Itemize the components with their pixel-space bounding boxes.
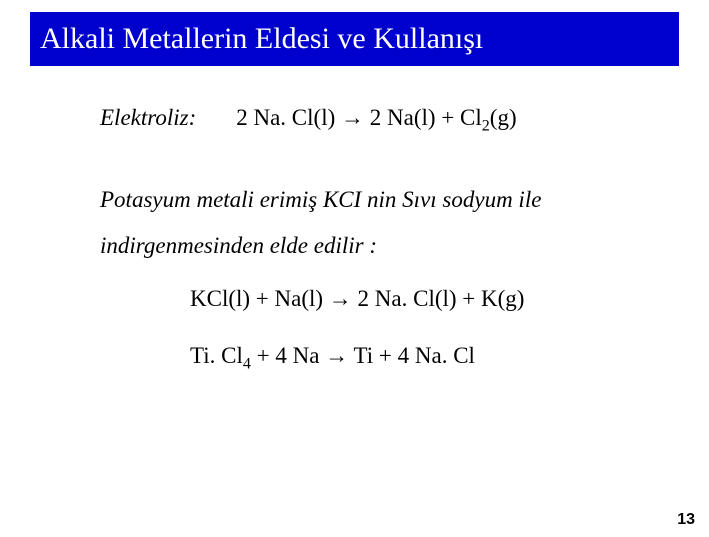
eq1-rhs2-tail: (g) bbox=[490, 105, 517, 130]
electrolysis-equation: 2 Na. Cl(l) → 2 Na(l) + Cl2(g) bbox=[236, 106, 516, 129]
eq3-p2: + 4 Na → Ti + 4 Na. Cl bbox=[251, 343, 475, 368]
eq1-lhs-coeff: 2 bbox=[236, 105, 253, 130]
eq3-p1: Ti. Cl bbox=[190, 343, 243, 368]
slide-title-bar: Alkali Metallerin Eldesi ve Kullanışı bbox=[30, 12, 679, 66]
eq1-plus: + bbox=[436, 105, 460, 130]
electrolysis-row: Elektroliz: 2 Na. Cl(l) → 2 Na(l) + Cl2(… bbox=[100, 106, 649, 129]
slide-content: Elektroliz: 2 Na. Cl(l) → 2 Na(l) + Cl2(… bbox=[0, 66, 709, 367]
kcl-equation: KCl(l) + Na(l) → 2 Na. Cl(l) + K(g) bbox=[190, 287, 649, 310]
eq1-lhs-species: Na. Cl(l) bbox=[253, 105, 335, 130]
eq1-rhs1-species: Na(l) bbox=[387, 105, 436, 130]
ticl-equation: Ti. Cl4 + 4 Na → Ti + 4 Na. Cl bbox=[190, 344, 649, 367]
eq3-sub1: 4 bbox=[243, 356, 251, 373]
eq1-arrow: → bbox=[335, 105, 370, 130]
electrolysis-label: Elektroliz: bbox=[100, 106, 196, 129]
eq1-rhs1-coeff: 2 bbox=[370, 105, 387, 130]
page-number: 13 bbox=[677, 511, 695, 529]
potassium-paragraph: Potasyum metali erimiş KCI nin Sıvı sody… bbox=[100, 177, 649, 269]
eq1-rhs2-species: Cl bbox=[460, 105, 482, 130]
slide-title: Alkali Metallerin Eldesi ve Kullanışı bbox=[40, 22, 483, 55]
eq1-rhs2-sub: 2 bbox=[482, 118, 490, 135]
